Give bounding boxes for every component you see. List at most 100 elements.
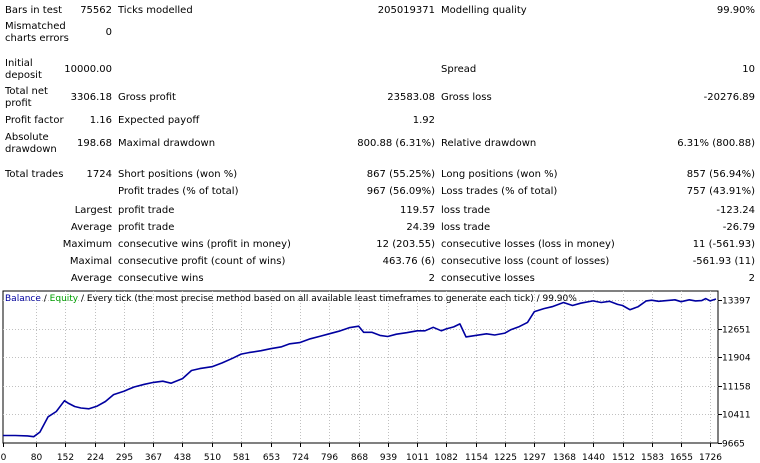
x-tick-label: 1512: [612, 453, 635, 463]
profit-trades-label: Profit trades (% of total): [118, 186, 239, 197]
maximum-prefix: Maximum: [62, 239, 112, 250]
average-consecutive-prefix: Average: [70, 273, 112, 284]
gross-loss-value: -20276.89: [703, 92, 755, 103]
x-tick-label: 367: [145, 453, 162, 463]
largest-loss-label: loss trade: [441, 205, 491, 216]
maximal-prefix: Maximal: [69, 256, 112, 267]
maximal-loss-value: -561.93 (11): [692, 256, 755, 267]
maximum-losses-label: consecutive losses (loss in money): [441, 239, 615, 250]
maximal-profit-label: consecutive profit (count of wins): [118, 256, 286, 267]
largest-loss-value: -123.24: [716, 205, 755, 216]
average-consecutive-losses-label: consecutive losses: [441, 273, 535, 284]
largest-profit-value: 119.57: [400, 205, 435, 216]
chart-legend: Balance / Equity / Every tick (the most …: [5, 294, 577, 305]
modelling-quality-label: Modelling quality: [441, 5, 527, 16]
x-tick-label: 796: [321, 453, 338, 463]
short-positions-value: 867 (55.25%): [366, 169, 435, 180]
average-profit-value: 24.39: [406, 222, 435, 233]
average-consecutive-wins-value: 2: [428, 273, 435, 284]
long-positions-label: Long positions (won %): [441, 169, 558, 180]
x-tick-label: 1011: [406, 453, 429, 463]
plot-frame: [2, 290, 719, 444]
absolute-drawdown-label-line1: Absolute: [5, 132, 49, 143]
y-tick-label: 11904: [722, 354, 751, 364]
largest-prefix: Largest: [74, 205, 112, 216]
total-net-profit-label-line2: profit: [5, 98, 32, 109]
maximal-profit-value: 463.76 (6): [382, 256, 435, 267]
x-tick-label: 1082: [435, 453, 458, 463]
loss-trades-value: 757 (43.91%): [686, 186, 755, 197]
spread-value: 10: [742, 64, 755, 75]
mismatched-value: 0: [105, 27, 112, 38]
total-net-profit-value: 3306.18: [70, 92, 112, 103]
relative-drawdown-value: 6.31% (800.88): [677, 138, 755, 149]
y-tick-label: 11158: [722, 383, 751, 393]
average-consecutive-losses-value: 2: [748, 273, 755, 284]
spread-label: Spread: [441, 64, 477, 75]
x-tick-label: 224: [87, 453, 104, 463]
x-tick-label: 581: [233, 453, 250, 463]
y-tick-label: 10411: [722, 411, 751, 421]
maximum-wins-label: consecutive wins (profit in money): [118, 239, 291, 250]
y-tick-label: 9665: [722, 440, 745, 450]
x-tick-label: 1297: [523, 453, 546, 463]
x-tick-label: 295: [116, 453, 133, 463]
average-loss-value: -26.79: [722, 222, 755, 233]
profit-trades-value: 967 (56.09%): [366, 186, 435, 197]
mismatched-label-line1: Mismatched: [5, 21, 66, 32]
average-loss-label: loss trade: [441, 222, 491, 233]
average-consecutive-wins-label: consecutive wins: [118, 273, 204, 284]
bars-in-test-value: 75562: [80, 5, 112, 16]
balance-chart: 9665 10411 11158 11904 12651 13397 0 80 152 224 29…: [0, 288, 760, 463]
maximal-drawdown-value: 800.88 (6.31%): [357, 138, 435, 149]
initial-deposit-label-line2: deposit: [5, 70, 42, 81]
x-tick-label: 1440: [582, 453, 605, 463]
gross-loss-label: Gross loss: [441, 92, 492, 103]
total-trades-value: 1724: [86, 169, 112, 180]
bars-in-test-label: Bars in test: [5, 5, 62, 16]
expected-payoff-label: Expected payoff: [118, 115, 200, 126]
relative-drawdown-label: Relative drawdown: [441, 138, 537, 149]
x-tick-label: 1225: [494, 453, 517, 463]
x-tick-label: 724: [292, 453, 309, 463]
x-tick-label: 868: [351, 453, 368, 463]
x-tick-label: 1726: [699, 453, 722, 463]
absolute-drawdown-label-line2: drawdown: [5, 144, 57, 155]
total-net-profit-label-line1: Total net: [5, 86, 48, 97]
x-tick-label: 1368: [553, 453, 576, 463]
maximum-wins-value: 12 (203.55): [376, 239, 435, 250]
largest-profit-label: profit trade: [118, 205, 175, 216]
maximum-losses-value: 11 (-561.93): [692, 239, 755, 250]
gross-profit-label: Gross profit: [118, 92, 176, 103]
average-prefix: Average: [70, 222, 112, 233]
x-tick-label: 0: [1, 453, 7, 463]
y-tick-label: 12651: [722, 326, 751, 336]
gross-profit-value: 23583.08: [387, 92, 435, 103]
expected-payoff-value: 1.92: [412, 115, 435, 126]
modelling-quality-value: 99.90%: [716, 5, 755, 16]
legend-equity: Equity: [49, 294, 79, 304]
x-tick-label: 939: [380, 453, 397, 463]
x-tick-label: 152: [57, 453, 74, 463]
absolute-drawdown-value: 198.68: [77, 138, 112, 149]
loss-trades-label: Loss trades (% of total): [441, 186, 558, 197]
long-positions-value: 857 (56.94%): [686, 169, 755, 180]
initial-deposit-value: 10000.00: [64, 64, 112, 75]
legend-sep: /: [40, 294, 50, 304]
maximal-drawdown-label: Maximal drawdown: [118, 138, 216, 149]
series-line-balance: [3, 297, 717, 438]
ticks-modelled-value: 205019371: [377, 5, 435, 16]
balance-chart-svg: 9665 10411 11158 11904 12651 13397 0 80 152 224 29…: [1, 290, 751, 463]
total-trades-label: Total trades: [5, 169, 64, 180]
x-tick-label: 1154: [465, 453, 488, 463]
x-tick-label: 510: [204, 453, 221, 463]
y-tick-label: 13397: [722, 297, 751, 307]
profit-factor-label: Profit factor: [5, 115, 64, 126]
profit-factor-value: 1.16: [89, 115, 112, 126]
maximal-loss-label: consecutive loss (count of losses): [441, 256, 610, 267]
x-tick-label: 1655: [670, 453, 693, 463]
initial-deposit-label-line1: Initial: [5, 58, 33, 69]
x-tick-label: 438: [174, 453, 191, 463]
x-tick-label: 80: [31, 453, 43, 463]
ticks-modelled-label: Ticks modelled: [118, 5, 193, 16]
